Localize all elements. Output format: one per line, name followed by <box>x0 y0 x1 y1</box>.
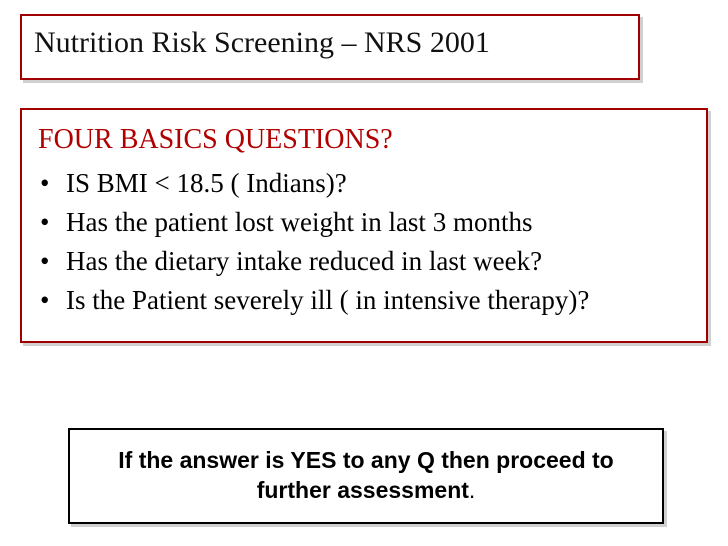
title-box: Nutrition Risk Screening – NRS 2001 <box>20 14 640 80</box>
list-item: Has the dietary intake reduced in last w… <box>38 242 690 281</box>
footer-box: If the answer is YES to any Q then proce… <box>68 428 664 524</box>
questions-list: IS BMI < 18.5 ( Indians)? Has the patien… <box>38 164 690 321</box>
slide-title: Nutrition Risk Screening – NRS 2001 <box>34 26 626 60</box>
list-item: Is the Patient severely ill ( in intensi… <box>38 281 690 320</box>
questions-header: FOUR BASICS QUESTIONS? <box>38 124 690 156</box>
list-item: IS BMI < 18.5 ( Indians)? <box>38 164 690 203</box>
list-item: Has the patient lost weight in last 3 mo… <box>38 203 690 242</box>
footer-main-text: If the answer is YES to any Q then proce… <box>118 447 613 503</box>
questions-box: FOUR BASICS QUESTIONS? IS BMI < 18.5 ( I… <box>20 108 708 343</box>
footer-text: If the answer is YES to any Q then proce… <box>88 446 644 506</box>
footer-period: . <box>469 477 475 503</box>
